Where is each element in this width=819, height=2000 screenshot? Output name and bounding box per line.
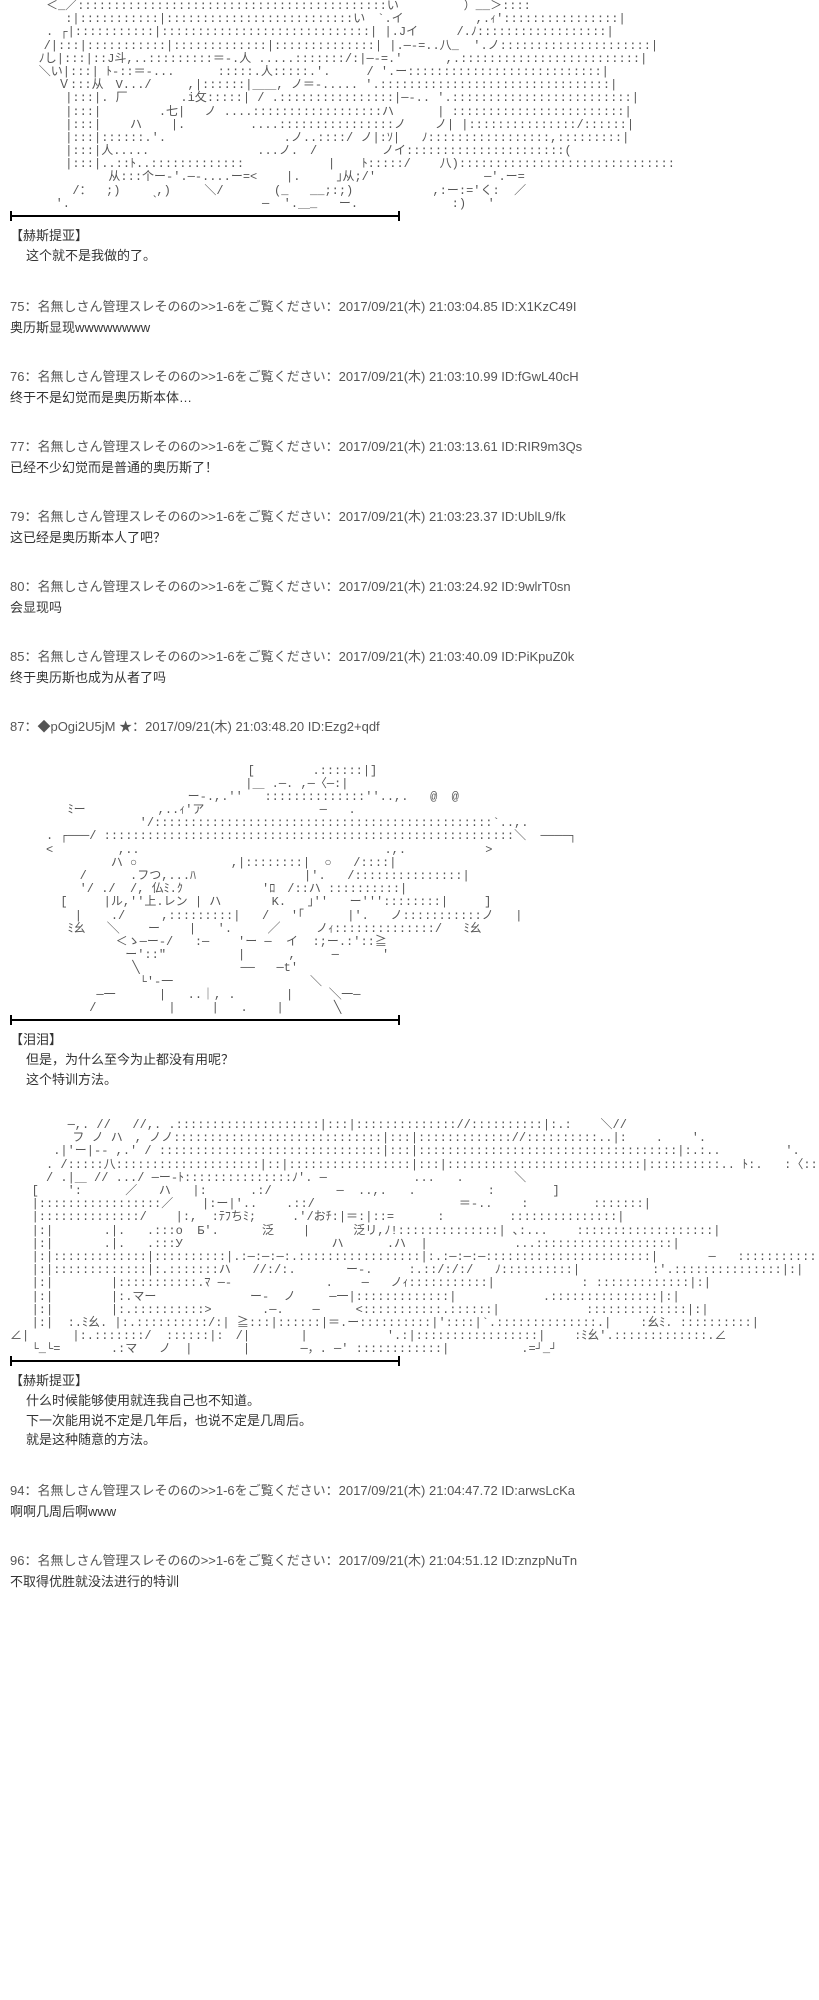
divider [10, 1360, 400, 1362]
dialogue-text: 这个就不是我做的了。 [10, 246, 809, 266]
comment-post: 76：名無しさん管理スレその6の>>1-6をご覧ください：2017/09/21(… [10, 366, 809, 406]
comment-post: 79：名無しさん管理スレその6の>>1-6をご覧ください：2017/09/21(… [10, 506, 809, 546]
ascii-art: ＜_／:::::::::::::::::::::::::::::::::::::… [10, 0, 809, 211]
comment-header: 94：名無しさん管理スレその6の>>1-6をご覧ください：2017/09/21(… [10, 1480, 809, 1499]
comment-post: 80：名無しさん管理スレその6の>>1-6をご覧ください：2017/09/21(… [10, 576, 809, 616]
comment-header: 75：名無しさん管理スレその6の>>1-6をご覧ください：2017/09/21(… [10, 296, 809, 315]
comment-body: 终于不是幻觉而是奥历斯本体… [10, 387, 809, 406]
comment-body: 会显现吗 [10, 597, 809, 616]
comment-header: 76：名無しさん管理スレその6の>>1-6をご覧ください：2017/09/21(… [10, 366, 809, 385]
comment-post: 96：名無しさん管理スレその6の>>1-6をご覧ください：2017/09/21(… [10, 1550, 809, 1590]
comment-body: 已经不少幻觉而是普通的奥历斯了！ [10, 457, 809, 476]
comment-body: 奥历斯显现wwwwwwww [10, 317, 809, 336]
comment-post: 85：名無しさん管理スレその6の>>1-6をご覧ください：2017/09/21(… [10, 646, 809, 686]
comment-body: 这已经是奥历斯本人了吧？ [10, 527, 809, 546]
comment-post: 77：名無しさん管理スレその6の>>1-6をご覧ください：2017/09/21(… [10, 436, 809, 476]
author-post-header: 87：◆pOgi2U5jM ★：2017/09/21(木) 21:03:48.2… [10, 716, 809, 735]
dialogue-text: 但是，为什么至今为止都没有用呢？ 这个特训方法。 [10, 1050, 809, 1089]
comment-header: 77：名無しさん管理スレその6の>>1-6をご覧ください：2017/09/21(… [10, 436, 809, 455]
comment-header: 96：名無しさん管理スレその6の>>1-6をご覧ください：2017/09/21(… [10, 1550, 809, 1569]
comment-header: 79：名無しさん管理スレその6の>>1-6をご覧ください：2017/09/21(… [10, 506, 809, 525]
story-post: ＜_／:::::::::::::::::::::::::::::::::::::… [10, 0, 809, 266]
comment-header: 80：名無しさん管理スレその6の>>1-6をご覧ください：2017/09/21(… [10, 576, 809, 595]
ascii-art: [ .::::::|] |＿ .─. ,─〈─:| ー-.,.'' ::::::… [10, 765, 809, 1016]
comment-post: 94：名無しさん管理スレその6の>>1-6をご覧ください：2017/09/21(… [10, 1480, 809, 1520]
post-number: 87 [10, 719, 24, 734]
comment-body: 啊啊几周后啊www [10, 1501, 809, 1520]
speaker-name: 【赫斯提亚】 [10, 1370, 809, 1389]
story-post: ─,. // //,. .::::::::::::::::::::|:::|::… [10, 1119, 809, 1450]
divider [10, 1019, 400, 1021]
speaker-name: 【泪泪】 [10, 1029, 809, 1048]
comment-header: 87：◆pOgi2U5jM ★：2017/09/21(木) 21:03:48.2… [10, 716, 809, 735]
divider [10, 215, 400, 217]
poster-name: ：◆pOgi2U5jM ★： [24, 719, 145, 734]
dialogue-text: 什么时候能够使用就连我自己也不知道。 下一次能用说不定是几年后，也说不定是几周后… [10, 1391, 809, 1450]
comment-post: 75：名無しさん管理スレその6の>>1-6をご覧ください：2017/09/21(… [10, 296, 809, 336]
comment-body: 终于奥历斯也成为从者了吗 [10, 667, 809, 686]
speaker-name: 【赫斯提亚】 [10, 225, 809, 244]
comment-header: 85：名無しさん管理スレその6の>>1-6をご覧ください：2017/09/21(… [10, 646, 809, 665]
post-id: ID:Ezg2+qdf [308, 719, 380, 734]
post-date: 2017/09/21(木) 21:03:48.20 [145, 719, 304, 734]
story-post: [ .::::::|] |＿ .─. ,─〈─:| ー-.,.'' ::::::… [10, 765, 809, 1090]
ascii-art: ─,. // //,. .::::::::::::::::::::|:::|::… [10, 1119, 809, 1356]
comment-body: 不取得优胜就没法进行的特训 [10, 1571, 809, 1590]
